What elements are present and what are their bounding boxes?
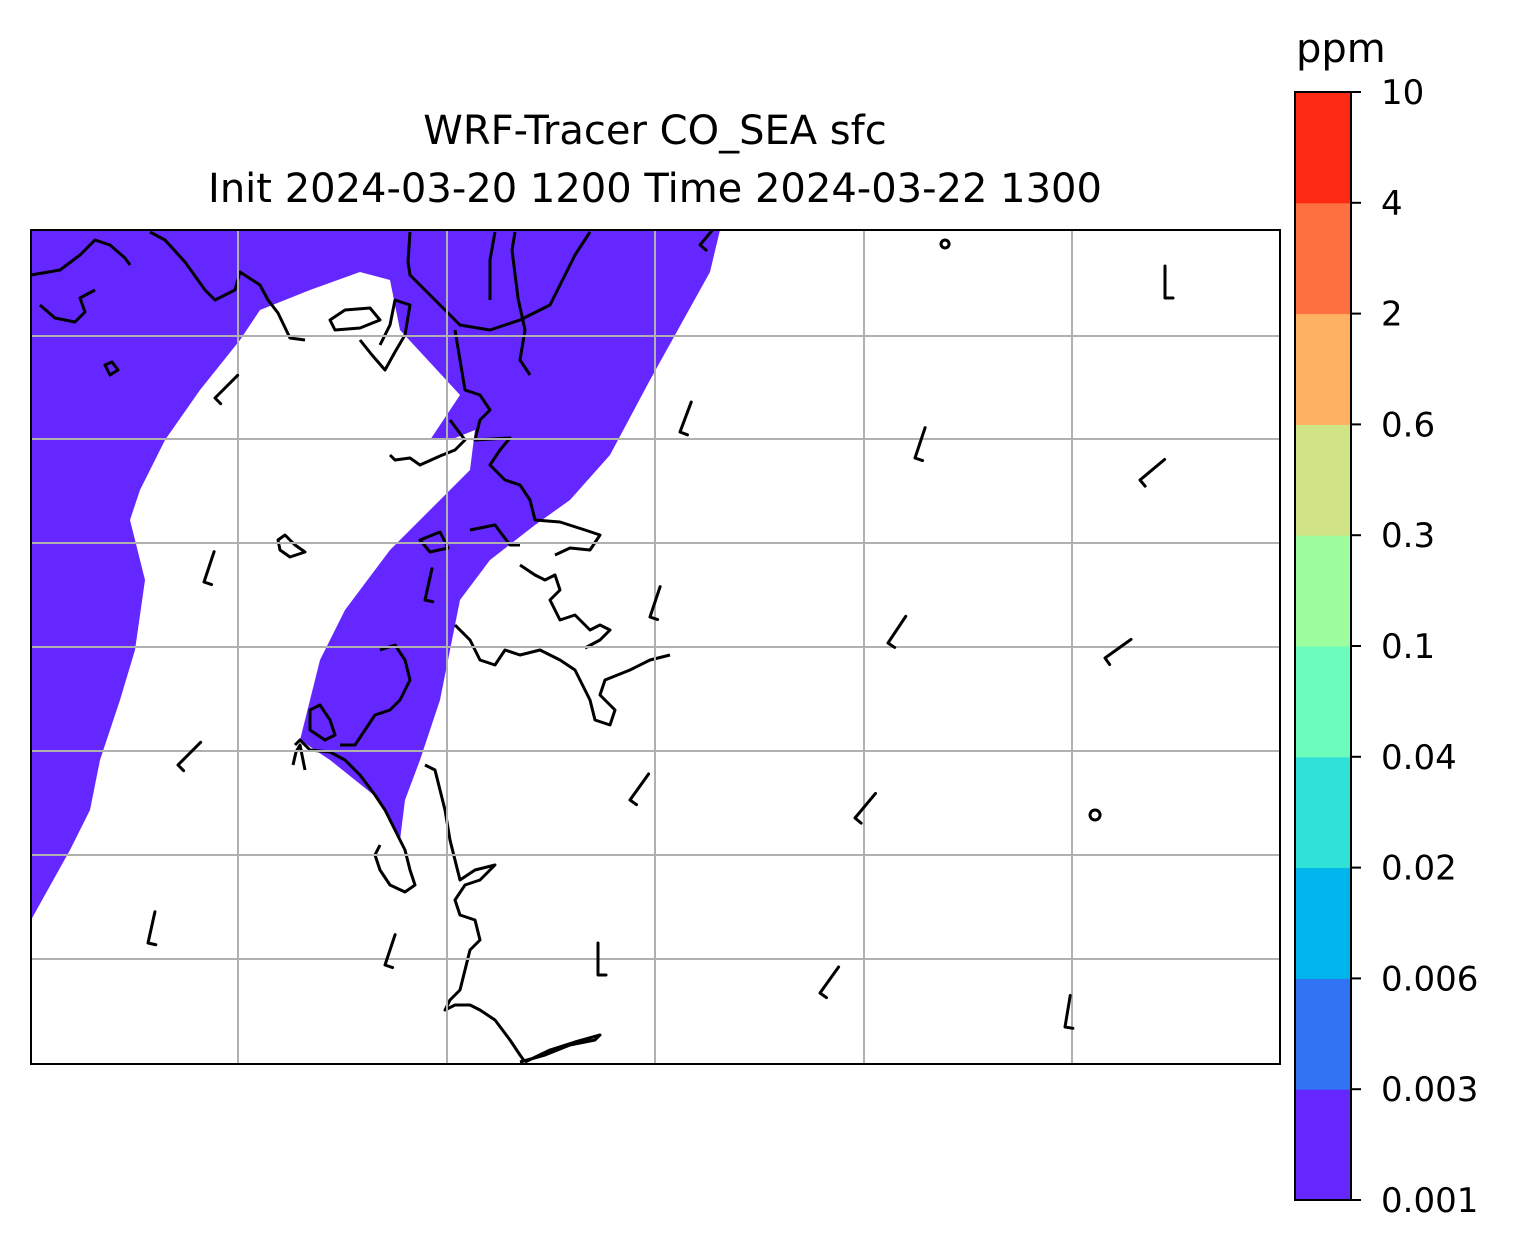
wind-barb: [1063, 993, 1075, 1030]
colorbar-tick-label: 0.1: [1381, 627, 1435, 667]
wind-barb: [853, 791, 877, 825]
tracer-plume-west: [31, 230, 720, 920]
colorbar-unit-label: ppm: [1296, 26, 1386, 72]
map-title-line1: WRF-Tracer CO_SEA sfc: [423, 108, 887, 154]
wind-barb: [648, 585, 662, 622]
wind-barb: [818, 965, 841, 1000]
colorbar-tick-label: 4: [1381, 184, 1403, 224]
wind-barb: [423, 567, 435, 604]
colorbar-band: [1295, 756, 1351, 869]
wind-barb: [913, 426, 927, 463]
wind-barbs: [146, 230, 1175, 1030]
wind-barb: [146, 910, 158, 947]
coastline: [31, 230, 1102, 1064]
wind-barb: [176, 740, 203, 773]
map-title-line2: Init 2024-03-20 1200 Time 2024-03-22 130…: [208, 166, 1102, 212]
colorbar-tick-label: 10: [1381, 73, 1424, 113]
colorbar-tick-label: 0.6: [1381, 405, 1435, 445]
colorbar-band: [1295, 1089, 1351, 1201]
colorbar-tick-label: 0.3: [1381, 516, 1435, 556]
colorbar-tick-label: 0.02: [1381, 849, 1457, 889]
wind-barb: [678, 400, 693, 437]
wind-barb: [1163, 264, 1175, 300]
colorbar-tick-label: 2: [1381, 295, 1403, 335]
colorbar-tick-label: 0.006: [1381, 959, 1478, 999]
wind-barb: [383, 933, 397, 970]
colorbar-tick-label: 0.003: [1381, 1070, 1478, 1110]
wind-barb: [1138, 458, 1167, 488]
wind-barb: [596, 941, 608, 977]
map-frame: [30, 229, 1281, 1065]
wind-barb: [202, 550, 216, 587]
colorbar-band: [1295, 978, 1351, 1090]
colorbar-band: [1295, 92, 1351, 204]
colorbar-band: [1295, 646, 1351, 758]
wind-barb: [628, 772, 651, 807]
wind-barb: [886, 614, 908, 649]
colorbar-band: [1295, 535, 1351, 647]
wind-barb: [213, 373, 240, 406]
wind-barb: [698, 230, 715, 252]
gridlines: [31, 230, 1280, 1064]
wind-barb: [1103, 637, 1133, 667]
colorbar-band: [1295, 424, 1351, 536]
colorbar-band: [1295, 202, 1351, 315]
colorbar-tick-label: 0.04: [1381, 738, 1457, 778]
colorbar-band: [1295, 867, 1351, 979]
colorbar-tick-label: 0.001: [1381, 1181, 1478, 1221]
colorbar-band: [1295, 313, 1351, 425]
